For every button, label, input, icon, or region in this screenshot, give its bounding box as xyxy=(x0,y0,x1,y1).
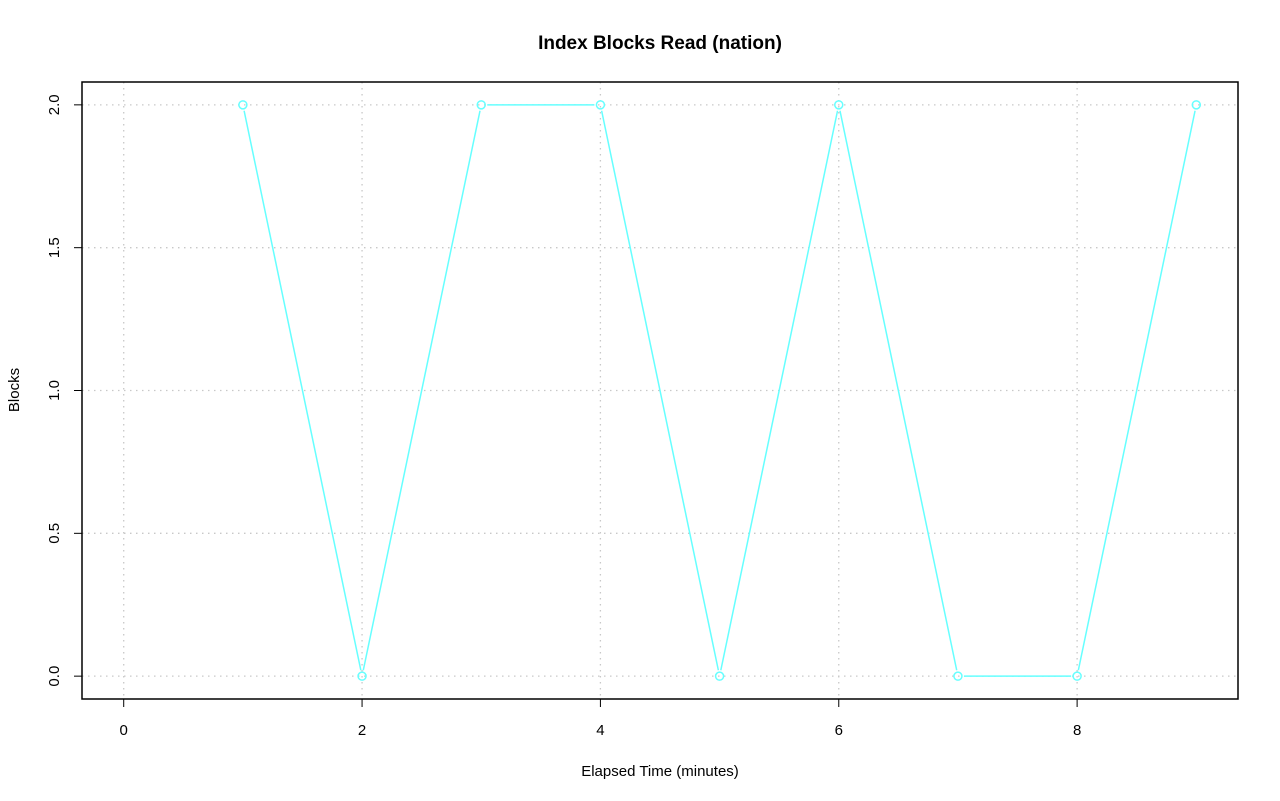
y-axis-label: Blocks xyxy=(6,368,23,412)
x-axis: 0 2 4 6 8 xyxy=(120,698,1081,739)
data-point xyxy=(595,100,606,110)
data-point xyxy=(357,671,367,681)
x-tick-label: 6 xyxy=(835,722,843,739)
series-line-segment xyxy=(362,110,481,671)
chart-title: Index Blocks Read (nation) xyxy=(538,33,782,54)
x-tick-label: 2 xyxy=(358,722,366,739)
y-tick-label: 0.5 xyxy=(46,523,63,544)
y-tick-label: 2.0 xyxy=(46,94,63,115)
y-tick-label: 0.0 xyxy=(46,666,63,687)
series-line-segment xyxy=(600,110,720,671)
data-point xyxy=(714,671,725,681)
series-line-segment xyxy=(1077,110,1196,671)
x-tick-label: 4 xyxy=(596,722,604,739)
data-point xyxy=(238,100,248,110)
data-point xyxy=(1072,671,1082,681)
x-tick-label: 0 xyxy=(120,722,128,739)
x-axis-label: Elapsed Time (minutes) xyxy=(581,763,739,780)
series-layer xyxy=(238,100,1202,681)
y-tick-label: 1.0 xyxy=(46,380,63,401)
series-line-segment xyxy=(243,110,362,671)
series-line-segment xyxy=(839,110,958,671)
y-tick-label: 1.5 xyxy=(46,237,63,258)
data-point xyxy=(1191,100,1202,110)
data-point xyxy=(953,671,963,681)
x-tick-label: 8 xyxy=(1073,722,1081,739)
grid xyxy=(82,82,1238,699)
data-point xyxy=(834,100,844,110)
y-axis: 0.0 0.5 1.0 1.5 2.0 xyxy=(46,94,83,687)
series-line-segment xyxy=(720,110,839,671)
data-point xyxy=(476,100,486,110)
